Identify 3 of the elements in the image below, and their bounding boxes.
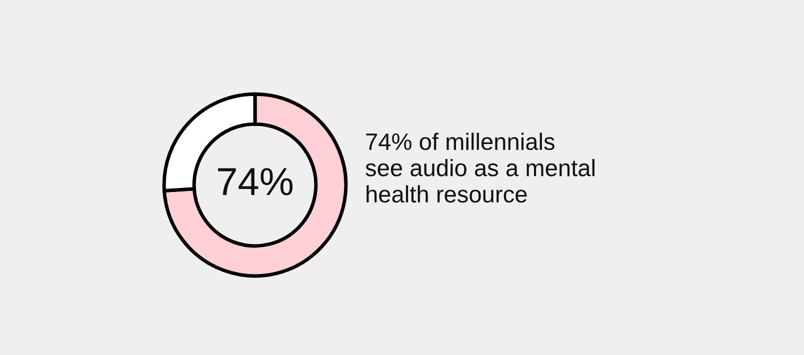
data-label: 74%	[218, 168, 293, 196]
text: 74% of millennials see audio as a mental health resource	[366, 132, 594, 203]
donut-slice	[162, 92, 348, 278]
